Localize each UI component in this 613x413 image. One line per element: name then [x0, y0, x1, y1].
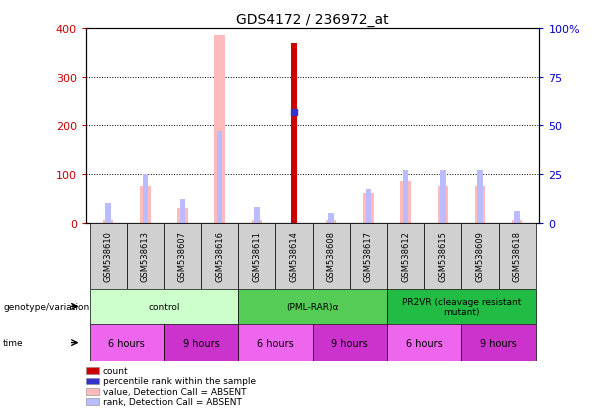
Bar [254, 207, 260, 223]
Text: genotype/variation: genotype/variation [3, 302, 89, 311]
Bar [477, 171, 483, 223]
Text: GSM538616: GSM538616 [215, 230, 224, 282]
Bar [180, 200, 185, 223]
Bar [329, 213, 334, 223]
Title: GDS4172 / 236972_at: GDS4172 / 236972_at [237, 12, 389, 26]
Bar [252, 221, 262, 223]
Text: 9 hours: 9 hours [480, 338, 517, 348]
Text: PR2VR (cleavage resistant
mutant): PR2VR (cleavage resistant mutant) [402, 297, 521, 316]
Text: 9 hours: 9 hours [183, 338, 219, 348]
Bar [127, 223, 164, 289]
Bar [387, 324, 462, 361]
Text: time: time [3, 338, 24, 347]
Text: GSM538614: GSM538614 [289, 231, 299, 281]
Bar [438, 187, 448, 223]
Text: count: count [103, 366, 129, 375]
Bar [238, 289, 387, 324]
Text: 9 hours: 9 hours [332, 338, 368, 348]
Text: GSM538608: GSM538608 [327, 230, 336, 282]
Bar [313, 324, 387, 361]
Bar [143, 174, 148, 223]
Bar [387, 289, 536, 324]
Bar [400, 182, 411, 223]
Text: GSM538607: GSM538607 [178, 230, 187, 282]
Text: 6 hours: 6 hours [109, 338, 145, 348]
Bar [201, 223, 238, 289]
Bar [164, 223, 201, 289]
Bar [275, 223, 313, 289]
Text: percentile rank within the sample: percentile rank within the sample [103, 377, 256, 385]
Bar [291, 43, 297, 223]
Bar [403, 171, 408, 223]
Bar [89, 289, 238, 324]
Bar [440, 171, 446, 223]
Text: rank, Detection Call = ABSENT: rank, Detection Call = ABSENT [103, 397, 242, 406]
Bar [462, 324, 536, 361]
Text: GSM538615: GSM538615 [438, 231, 447, 281]
Bar [474, 187, 485, 223]
Text: (PML-RAR)α: (PML-RAR)α [286, 302, 339, 311]
Text: GSM538609: GSM538609 [476, 231, 484, 281]
Bar [365, 190, 371, 223]
Bar [215, 36, 225, 223]
Text: GSM538611: GSM538611 [253, 231, 261, 281]
Bar [164, 324, 238, 361]
Bar [350, 223, 387, 289]
Bar [217, 132, 223, 223]
Bar [462, 223, 498, 289]
Bar [238, 223, 275, 289]
Bar [177, 209, 188, 223]
Bar [89, 223, 127, 289]
Text: GSM538610: GSM538610 [104, 231, 113, 281]
Text: GSM538612: GSM538612 [401, 231, 410, 281]
Text: GSM538618: GSM538618 [512, 230, 522, 282]
Bar [326, 221, 337, 223]
Bar [313, 223, 350, 289]
Text: 6 hours: 6 hours [406, 338, 443, 348]
Bar [512, 221, 522, 223]
Text: GSM538617: GSM538617 [364, 230, 373, 282]
Text: value, Detection Call = ABSENT: value, Detection Call = ABSENT [103, 387, 246, 396]
Bar [387, 223, 424, 289]
Bar [363, 194, 373, 223]
Bar [498, 223, 536, 289]
Bar [103, 221, 113, 223]
Bar [424, 223, 462, 289]
Bar [514, 211, 520, 223]
Bar [238, 324, 313, 361]
Bar [89, 324, 164, 361]
Text: 6 hours: 6 hours [257, 338, 294, 348]
Text: control: control [148, 302, 180, 311]
Bar [105, 204, 111, 223]
Text: GSM538613: GSM538613 [141, 230, 150, 282]
Bar [140, 187, 151, 223]
